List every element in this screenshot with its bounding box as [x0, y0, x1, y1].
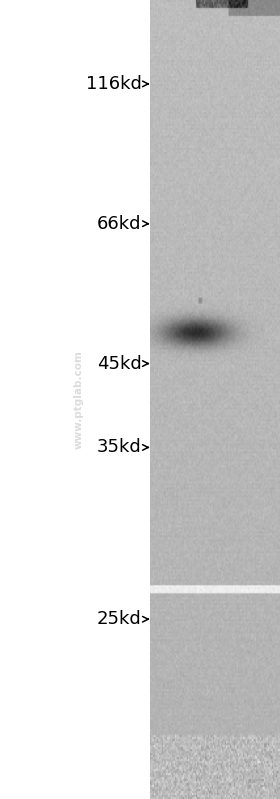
- Text: www.ptglab.com: www.ptglab.com: [73, 350, 83, 449]
- Text: 116kd: 116kd: [85, 75, 141, 93]
- Text: 35kd: 35kd: [97, 439, 141, 456]
- Text: 25kd: 25kd: [97, 610, 141, 628]
- Text: 66kd: 66kd: [97, 215, 141, 233]
- Text: 45kd: 45kd: [97, 355, 141, 372]
